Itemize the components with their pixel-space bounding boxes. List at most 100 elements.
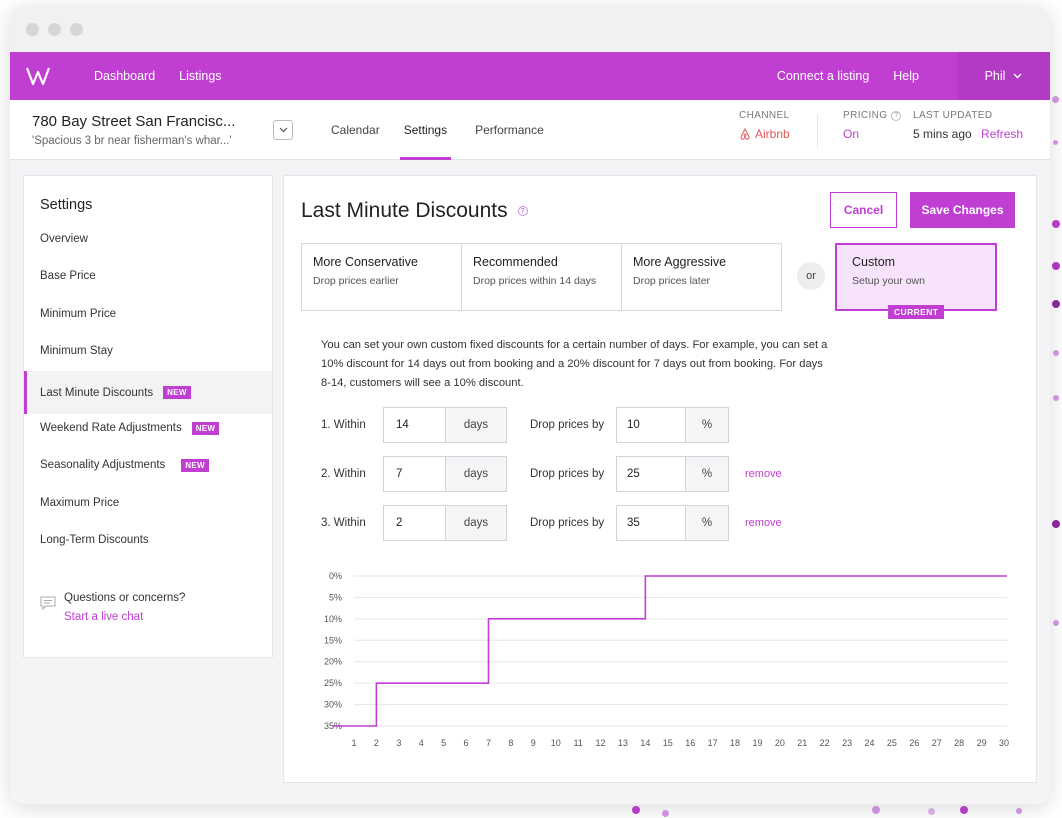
x-tick-label: 13 xyxy=(618,738,628,748)
cancel-button[interactable]: Cancel xyxy=(830,192,897,228)
percent-input[interactable] xyxy=(617,506,686,540)
strategy-custom[interactable]: Custom Setup your own CURRENT xyxy=(835,243,997,319)
x-tick-label: 15 xyxy=(663,738,673,748)
days-input[interactable] xyxy=(384,506,446,540)
help-link[interactable]: Help xyxy=(893,69,919,83)
window-close-button[interactable] xyxy=(26,22,39,36)
x-tick-label: 17 xyxy=(708,738,718,748)
help-section: Questions or concerns? Start a live chat xyxy=(40,592,185,623)
live-chat-link[interactable]: Start a live chat xyxy=(64,611,144,623)
percent-input[interactable] xyxy=(617,457,686,491)
x-tick-label: 2 xyxy=(374,738,379,748)
strategy-more-aggressive[interactable]: More Aggressive Drop prices later xyxy=(622,244,781,310)
x-tick-label: 20 xyxy=(775,738,785,748)
row-label: 3. Within xyxy=(321,517,366,529)
window-maximize-button[interactable] xyxy=(70,22,83,36)
listing-header: 780 Bay Street San Francisc... 'Spacious… xyxy=(10,100,1050,160)
nav-listings-link[interactable]: Listings xyxy=(179,69,222,83)
days-input[interactable] xyxy=(384,408,446,442)
days-input[interactable] xyxy=(384,457,446,491)
sidebar-item-label: Last Minute Discounts xyxy=(40,386,154,399)
sidebar-title: Settings xyxy=(40,197,93,213)
percent-input[interactable] xyxy=(617,408,686,442)
x-tick-label: 22 xyxy=(820,738,830,748)
airbnb-icon xyxy=(740,128,750,140)
row-label: 1. Within xyxy=(321,419,366,431)
chat-bubble-icon xyxy=(40,596,56,610)
percent-unit: % xyxy=(686,506,728,540)
listing-dropdown-button[interactable] xyxy=(273,119,293,140)
x-tick-label: 14 xyxy=(640,738,650,748)
drop-label: Drop prices by xyxy=(530,517,605,529)
help-circle-icon[interactable]: ? xyxy=(891,110,902,121)
x-tick-label: 29 xyxy=(977,738,987,748)
y-tick-label: 30% xyxy=(324,700,342,710)
x-tick-label: 1 xyxy=(351,738,356,748)
description-text: You can set your own custom fixed discou… xyxy=(321,339,828,389)
window-minimize-button[interactable] xyxy=(48,22,61,36)
main-content: Settings Overview Base Price Minimum Pri… xyxy=(10,160,1050,804)
sidebar-item-minimum-stay[interactable]: Minimum Stay xyxy=(24,330,272,372)
tab-calendar[interactable]: Calendar xyxy=(331,122,380,137)
sidebar-item-label: Overview xyxy=(40,233,88,245)
window-titlebar xyxy=(10,6,1050,52)
sidebar-item-weekend-rate-adjustments[interactable]: Weekend Rate Adjustments NEW xyxy=(24,407,272,449)
sidebar-item-overview[interactable]: Overview xyxy=(24,218,272,260)
nav-dashboard-link[interactable]: Dashboard xyxy=(94,69,156,83)
sidebar-item-long-term-discounts[interactable]: Long-Term Discounts xyxy=(24,519,272,561)
strategy-more-conservative[interactable]: More Conservative Drop prices earlier xyxy=(302,244,462,310)
y-tick-label: 10% xyxy=(324,614,342,624)
save-changes-button[interactable]: Save Changes xyxy=(910,192,1015,228)
x-tick-label: 18 xyxy=(730,738,740,748)
last-updated-value: 5 mins ago xyxy=(913,127,972,141)
sidebar-item-label: Maximum Price xyxy=(40,497,120,509)
x-tick-label: 24 xyxy=(865,738,875,748)
sidebar-item-label: Weekend Rate Adjustments xyxy=(40,422,182,434)
x-tick-label: 25 xyxy=(887,738,897,748)
sidebar-item-label: Base Price xyxy=(40,270,96,282)
or-separator: or xyxy=(797,262,825,290)
tab-settings[interactable]: Settings xyxy=(392,100,459,160)
sidebar-item-minimum-price[interactable]: Minimum Price xyxy=(24,293,272,335)
x-tick-label: 27 xyxy=(932,738,942,748)
pricing-meta: PRICING ? On xyxy=(843,110,902,141)
help-circle-icon[interactable]: ? xyxy=(517,206,528,216)
listing-title: 780 Bay Street San Francisc... xyxy=(32,112,236,130)
remove-link[interactable]: remove xyxy=(745,517,782,529)
y-tick-label: 15% xyxy=(324,635,342,645)
x-tick-label: 16 xyxy=(685,738,695,748)
last-updated-meta: LAST UPDATED 5 mins ago Refresh xyxy=(913,110,1023,141)
days-unit: days xyxy=(446,457,506,491)
remove-link[interactable]: remove xyxy=(745,468,782,480)
listing-subtitle: 'Spacious 3 br near fisherman's whar...' xyxy=(32,134,232,147)
listing-tabs: Calendar Settings Performance xyxy=(319,100,556,160)
pricing-value[interactable]: On xyxy=(843,127,860,141)
sidebar-item-label: Long-Term Discounts xyxy=(40,534,149,546)
user-menu[interactable]: Phil xyxy=(957,52,1050,100)
x-tick-label: 12 xyxy=(596,738,606,748)
drop-label: Drop prices by xyxy=(530,468,605,480)
sidebar-item-base-price[interactable]: Base Price xyxy=(24,255,272,297)
strategy-subtitle: Drop prices earlier xyxy=(313,275,399,287)
tab-performance[interactable]: Performance xyxy=(475,122,544,137)
strategy-subtitle: Setup your own xyxy=(852,275,925,287)
x-tick-label: 9 xyxy=(531,738,536,748)
sidebar-item-label: Seasonality Adjustments xyxy=(40,459,166,471)
connect-listing-link[interactable]: Connect a listing xyxy=(776,69,870,83)
discount-chart: 0%5%10%15%20%25%30%35%1 2 3 4 5 6 7 8 9 10 11 12 13 1… xyxy=(324,571,1009,748)
x-tick-label: 7 xyxy=(486,738,491,748)
strategy-recommended[interactable]: Recommended Drop prices within 14 days xyxy=(462,244,622,310)
percent-unit: % xyxy=(686,457,728,491)
sidebar-item-maximum-price[interactable]: Maximum Price xyxy=(24,482,272,524)
x-tick-label: 19 xyxy=(752,738,762,748)
percent-unit: % xyxy=(686,408,728,442)
sidebar-item-last-minute-discounts[interactable]: Last Minute Discounts NEW xyxy=(24,371,272,414)
x-tick-label: 23 xyxy=(842,738,852,748)
help-question: Questions or concerns? xyxy=(64,592,186,604)
discount-row: 1. Within days Drop prices by % xyxy=(321,407,729,443)
chevron-down-icon xyxy=(1013,73,1022,79)
sidebar-item-seasonality-adjustments[interactable]: Seasonality Adjustments NEW xyxy=(24,444,272,486)
refresh-link[interactable]: Refresh xyxy=(981,127,1024,141)
logo-icon[interactable] xyxy=(10,52,66,100)
app-window: Dashboard Listings Connect a listing Hel… xyxy=(10,6,1050,804)
